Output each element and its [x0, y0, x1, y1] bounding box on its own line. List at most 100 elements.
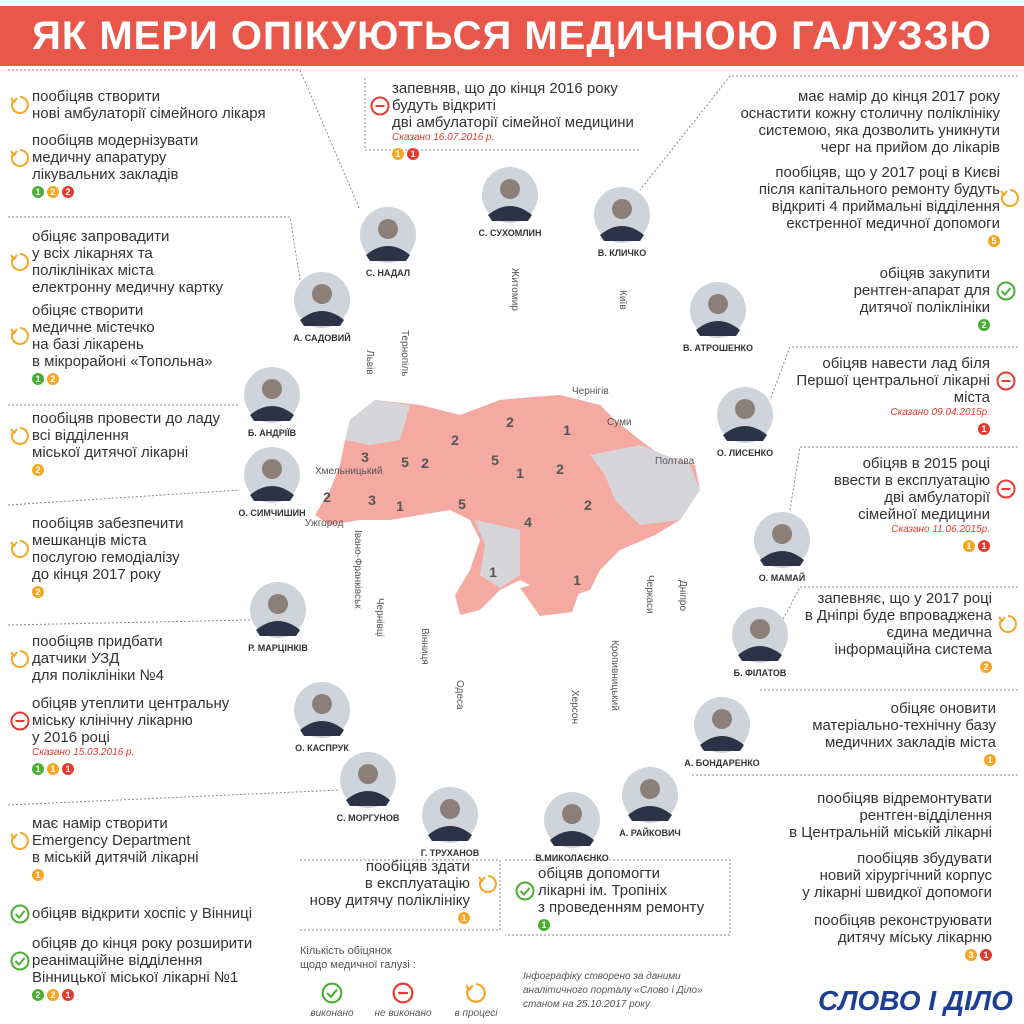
mayor-head [312, 694, 332, 714]
badge: 1 [980, 949, 992, 961]
promise-line: після капітального ремонту будуть [758, 181, 1000, 198]
status-icon [10, 327, 29, 345]
badge: 2 [32, 464, 44, 476]
badge: 2 [47, 373, 59, 385]
status-icon [996, 371, 1016, 390]
status-icon [321, 982, 343, 1004]
promise-line: до кінця 2017 року [32, 566, 161, 583]
promise-line: обіцяв утеплити центральну [32, 695, 230, 712]
badge: 5 [988, 235, 1000, 247]
promise-line: у всіх лікарнях та [32, 245, 153, 262]
icon-ring [10, 711, 30, 730]
icon-ring [10, 951, 30, 970]
region-count: 1 [489, 564, 497, 580]
promise-line: дві амбулаторії сімейної медицини [392, 114, 634, 131]
promise: пообіцяв провести до ладу всі відділення м… [32, 410, 220, 476]
promise-line: новий хірургічний корпус [819, 867, 992, 884]
promise-line: пообіцяв здати [365, 858, 470, 875]
region-count: 1 [563, 422, 571, 438]
connector [7, 489, 241, 506]
mayor-head [262, 459, 282, 479]
badge: 1 [32, 373, 44, 385]
map-region-gray [345, 400, 410, 445]
city-label: Полтава [655, 456, 695, 467]
promise: обіцяв до кінця року розширити реанімацій… [32, 935, 252, 1001]
map-ukraine [315, 395, 700, 615]
status-icon [10, 253, 29, 271]
mayor-suit [696, 321, 740, 336]
region-count: 2 [421, 455, 429, 471]
source-line: аналітичного порталу «Слово і Діло» [523, 985, 703, 996]
source-line: Інфографіку створено за даними [523, 971, 681, 982]
mayor-suit [760, 551, 804, 566]
mayor-head [750, 619, 770, 639]
promise-line: має намір до кінця 2017 року [797, 88, 1000, 105]
mayor-name: С. НАДАЛ [365, 268, 411, 278]
city-label: Хмельницький [315, 466, 383, 477]
city-label: Херсон [569, 690, 580, 724]
icon-arrow [1000, 190, 1008, 197]
connector [505, 859, 731, 936]
mayor-head [712, 709, 732, 729]
legend-title-line: щодо медичної галузі : [300, 959, 416, 971]
promise: обіцяв навести лад біля Першої центрально… [796, 355, 990, 435]
promise-line: пообіцяв збудувати [857, 850, 992, 867]
badge: 1 [32, 869, 44, 881]
mayor-head [358, 764, 378, 784]
icon-arrow [10, 328, 18, 335]
icon-arc [10, 148, 29, 167]
mayor-name: А. РАЙКОВИЧ [619, 828, 681, 838]
promise-line: матеріально-технічну базу [812, 717, 996, 734]
badge: 1 [978, 423, 990, 435]
promise-date: Сказано 09.04.2015р. [890, 407, 990, 418]
icon-arc [10, 96, 29, 114]
mayor-suit [300, 311, 344, 326]
region-count: 2 [323, 489, 331, 505]
promise-line: ввести в експлуатацію [833, 472, 990, 489]
promise-line: обіцяє створити [32, 302, 144, 319]
promise-line: міську клінічну лікарню [32, 712, 193, 729]
promise-line: обіцяв в 2015 році [862, 455, 990, 472]
promise-line: всі відділення [32, 427, 129, 444]
map-crimea [520, 580, 580, 616]
promise-line: для поліклініки №4 [32, 667, 164, 684]
mayor-name: В. КЛИЧКО [597, 248, 647, 258]
badges: 1 [310, 912, 470, 924]
promise-line: рентген-апарат для [853, 282, 990, 299]
icon-arc [10, 253, 29, 271]
mayor-suit [700, 736, 744, 751]
icon-arc [10, 831, 29, 850]
status-icon [370, 96, 390, 115]
map-region-gray [475, 520, 520, 588]
icon-arrow [10, 650, 18, 658]
region-count: 2 [556, 461, 564, 477]
city-label: Суми [607, 417, 632, 428]
connector [300, 859, 501, 931]
mayor-suit [723, 426, 767, 441]
region-count: 5 [401, 454, 409, 470]
mayor-head [262, 379, 282, 399]
status-icon [1000, 189, 1019, 207]
icon-ring [370, 96, 390, 115]
promise-line: міста [953, 389, 990, 406]
promise-line: поліклініках міста [32, 262, 154, 279]
icon-ring [515, 881, 535, 900]
promise: пообіцяв придбати датчики УЗД для поліклін… [32, 633, 164, 684]
region-count: 1 [516, 465, 524, 481]
region-count: 5 [458, 496, 466, 512]
connector [779, 586, 1018, 626]
mayor-head [312, 284, 332, 304]
icon-ring [996, 281, 1016, 300]
icon-arrow [10, 541, 18, 548]
promise: пообіцяв забезпечити мешканців міста послу… [32, 515, 184, 598]
city-label: Івано-Франківськ [352, 530, 363, 609]
badges: 2 [32, 464, 220, 476]
mayor-name: О. ЛИСЕНКО [716, 448, 774, 458]
mayor-suit [300, 721, 344, 736]
mayor-suit [628, 806, 672, 821]
promise-date: Сказано 15.03.2016 р. [32, 747, 135, 758]
badge: 3 [965, 949, 977, 961]
city-label: Львів [364, 350, 375, 375]
